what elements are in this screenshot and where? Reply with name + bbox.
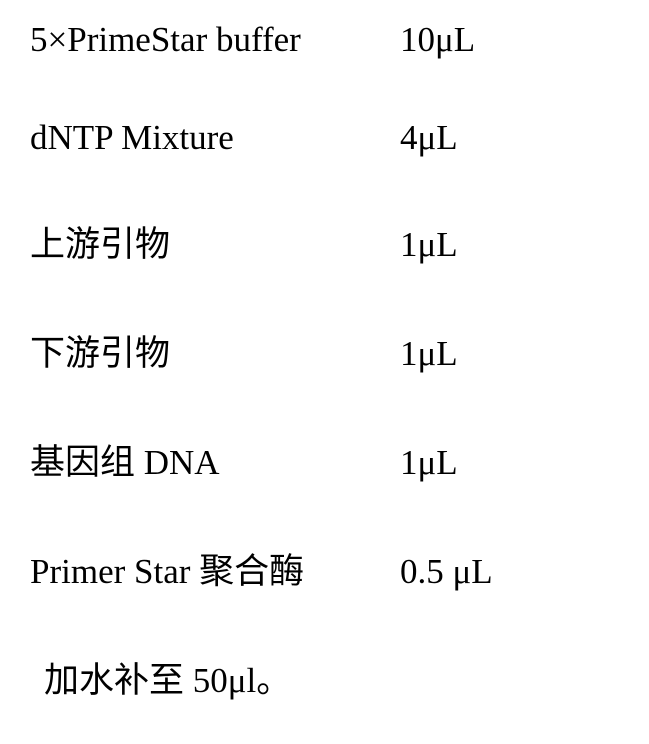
reagent-value: 4μL bbox=[400, 118, 458, 158]
table-row: dNTP Mixture 4μL bbox=[30, 118, 619, 158]
reagent-label: Primer Star 聚合酶 bbox=[30, 543, 400, 594]
reagent-label: 基因组 DNA bbox=[30, 434, 400, 485]
reagent-value: 1μL bbox=[400, 443, 458, 483]
table-row: 5×PrimeStar buffer 10μL bbox=[30, 20, 619, 60]
reagent-value: 1μL bbox=[400, 334, 458, 374]
reagent-label: 下游引物 bbox=[30, 325, 400, 376]
reagent-table: 5×PrimeStar buffer 10μL dNTP Mixture 4μL… bbox=[30, 20, 619, 703]
table-row: 基因组 DNA 1μL bbox=[30, 434, 619, 485]
reagent-label: 5×PrimeStar buffer bbox=[30, 20, 400, 60]
table-row: 下游引物 1μL bbox=[30, 325, 619, 376]
reagent-label: dNTP Mixture bbox=[30, 118, 400, 158]
table-row: 上游引物 1μL bbox=[30, 216, 619, 267]
footer-note: 加水补至 50μl。 bbox=[44, 652, 619, 703]
reagent-label: 上游引物 bbox=[30, 216, 400, 267]
table-row: Primer Star 聚合酶 0.5 μL bbox=[30, 543, 619, 594]
reagent-value: 10μL bbox=[400, 20, 475, 60]
reagent-value: 0.5 μL bbox=[400, 552, 493, 592]
reagent-value: 1μL bbox=[400, 225, 458, 265]
